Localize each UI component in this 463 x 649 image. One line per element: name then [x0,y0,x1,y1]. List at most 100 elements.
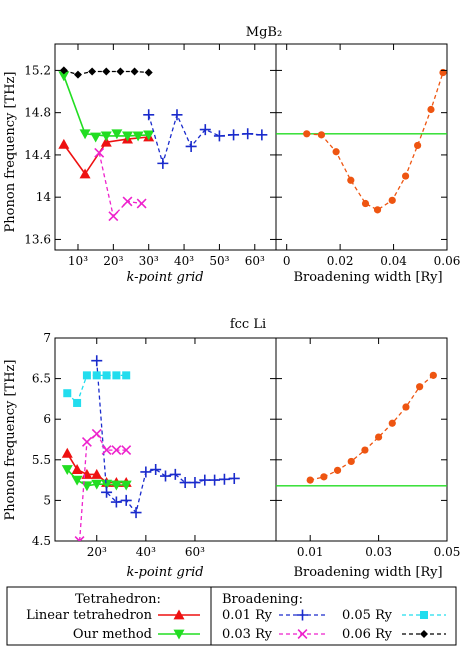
legend-ours-label: Our method [73,627,152,642]
li-kgrid-point-b005 [102,371,111,380]
legend-b006-sample-marker [420,630,428,638]
mgb2-kgrid-point-green-mid-extra [111,129,123,140]
mgb2-kgrid-point-b003 [136,198,147,209]
li-kgrid-point-b001 [91,355,103,367]
li-kgrid-series-b003-line [78,432,127,541]
li-broad-point-broadening [333,466,342,474]
mgb2-kgrid-xtick-label: 50³ [209,254,229,268]
li-kgrid-ytick-label: 7 [43,331,51,345]
li-kgrid-ytick-label: 6.5 [32,372,51,386]
mgb2-broad-point-broadening [361,199,370,208]
mgb2-kgrid-xtick-label: 30³ [139,254,159,268]
mgb2-kgrid-axes [54,43,277,251]
mgb2-kgrid-ytick-label: 13.6 [24,232,51,246]
mgb2-kgrid-series-b001-line [148,112,262,166]
mgb2-broad-point-broadening [427,105,435,114]
li-kgrid-point-b001 [209,474,221,486]
li-kgrid-point-b001 [160,470,171,482]
mgb2-kgrid-point-b006 [130,67,139,76]
li-kgrid-point-ours [110,480,122,491]
mgb2-kgrid-point-b001 [199,124,211,136]
li-xlabel: k-point grid [126,565,203,580]
mgb2-broad-axes [275,43,448,251]
li-kgrid-point-b005 [63,389,72,398]
mgb2-kgrid-point-b006 [116,67,125,76]
legend-tetra-header: Tetrahedron: [75,592,161,607]
li-kgrid-point-b001 [189,477,201,489]
mgb2-ylabel: Phonon frequency [THz] [3,72,18,233]
li-kgrid-point-ours [120,480,132,491]
li-kgrid-ytick-label: 4.5 [32,534,51,548]
legend-b003-sample-marker [297,629,308,639]
li-broad-point-broadening [361,446,369,454]
li-broad-point-broadening [375,433,383,441]
li-kgrid-point-b001 [228,472,240,484]
li-kgrid-point-b003 [121,445,132,456]
legend-b005-sample-marker [420,611,428,619]
li-kgrid-point-ours [61,465,73,476]
li-kgrid-point-b003 [81,436,92,447]
mgb2-kgrid-point-b006 [102,67,111,76]
mgb2-kgrid-point-green-mid-extra [90,132,102,143]
li-kgrid-point-lt [91,468,103,479]
li-kgrid-point-ours [91,479,103,490]
li-kgrid-point-b001 [199,474,211,486]
li-kgrid-series-b001-line [96,360,235,515]
li-kgrid-point-lt [71,464,83,474]
mgb2-kgrid-point-b001 [213,130,225,142]
mgb2-kgrid-point-b001 [242,128,254,140]
mgb2-broad-point-broadening [332,148,340,156]
li-kgrid-point-ours [71,475,83,486]
li-kgrid-point-b005 [73,398,82,407]
li-broad-point-broadening [347,457,355,466]
li-broad-point-broadening [402,403,410,411]
mgb2-kgrid-xtick-label: 40³ [174,254,194,268]
legend-b006-label: 0.06 Ry [342,627,393,642]
mgb2-kgrid-point-b006 [73,70,82,79]
mgb2-broad-point-broadening [303,130,311,138]
li-broad-point-broadening [388,419,396,427]
li-kgrid-point-b005 [82,371,91,380]
legend-lt-sample-marker [173,609,185,620]
mgb2-kgrid-point-ours [100,131,112,142]
mgb2-kgrid-ytick-label: 14.8 [24,106,51,120]
mgb2-kgrid-point-lt [58,138,70,149]
mgb2-title: MgB₂ [246,25,282,40]
mgb2-kgrid-point-b001 [143,109,155,121]
mgb2-kgrid-point-lt [79,168,91,179]
mgb2-kgrid-ytick-label: 14.4 [24,148,51,162]
li-kgrid-point-b001 [218,473,230,485]
mgb2-kgrid-point-b001 [157,157,169,169]
li-kgrid-ytick-label: 5 [43,493,51,507]
mgb2-broad-xlabel: Broadening width [Ry] [293,270,442,285]
li-broad-xtick-label: 0.05 [434,545,461,559]
mgb2-xlabel: k-point grid [126,270,203,285]
li-broad-xtick-label: 0.01 [297,545,324,559]
li-ylabel: Phonon frequency [THz] [3,360,18,521]
mgb2-broad-xtick-label: 0.04 [380,254,407,268]
li-kgrid-point-b001 [140,466,152,478]
li-kgrid-ytick-label: 5.5 [32,453,51,467]
mgb2-kgrid-point-ours [121,131,133,142]
mgb2-kgrid-point-b001 [228,129,240,141]
mgb2-kgrid-point-b003 [122,196,133,207]
li-broad-xtick-label: 0.03 [365,545,392,559]
li-kgrid-point-b001 [130,507,142,519]
mgb2-kgrid-plot-area [58,66,268,222]
li-broad-series-broadening-line [310,374,434,481]
legend-ours-sample-marker [173,629,185,640]
mgb2-broad-point-broadening [388,196,396,204]
mgb2-kgrid-ytick-label: 14 [36,190,52,204]
li-broad-point-broadening [416,383,424,391]
li-broad-point-broadening [429,371,437,379]
li-kgrid-plot-area [61,355,240,541]
mgb2-kgrid-point-b001 [171,109,183,121]
li-kgrid-point-b001 [169,468,181,480]
mgb2-kgrid-point-b003 [94,147,105,158]
legend-b001-label: 0.01 Ry [222,608,273,623]
mgb2-kgrid-xtick-label: 20³ [103,254,123,268]
mgb2-broad-point-broadening [373,206,382,214]
mgb2-kgrid-series-ours-line [63,75,149,137]
legend-b003-label: 0.03 Ry [222,627,273,642]
